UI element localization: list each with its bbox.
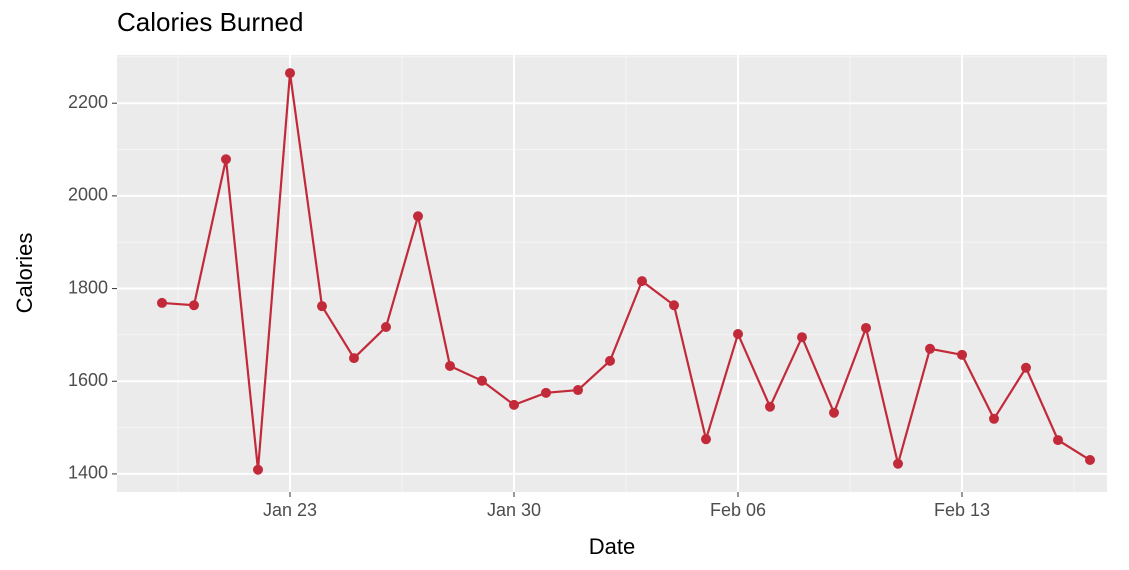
point <box>925 343 935 354</box>
line <box>161 72 1091 470</box>
point <box>317 301 327 312</box>
point <box>413 211 423 222</box>
point <box>669 300 679 311</box>
point <box>733 328 743 339</box>
point <box>541 387 551 398</box>
y-tick-label: 2000 <box>68 185 108 205</box>
point <box>829 407 839 418</box>
y-tick-label: 1600 <box>68 370 108 390</box>
point <box>1085 455 1095 466</box>
y-tick-label: 2200 <box>68 92 108 112</box>
point <box>1053 435 1063 446</box>
y-axis-label: Calories <box>12 233 37 314</box>
point <box>605 355 615 366</box>
x-tick-label: Feb 13 <box>934 500 990 520</box>
point <box>765 401 775 412</box>
point <box>861 322 871 333</box>
point <box>253 464 263 475</box>
point <box>477 375 487 386</box>
chart-title: Calories Burned <box>117 7 303 37</box>
point <box>957 349 967 360</box>
x-tick-label: Jan 30 <box>487 500 541 520</box>
point <box>797 332 807 343</box>
y-tick-label: 1400 <box>68 463 108 483</box>
point <box>189 300 199 311</box>
point <box>701 434 711 445</box>
point <box>637 276 647 287</box>
point <box>221 154 231 165</box>
point <box>509 399 519 410</box>
x-tick-label: Feb 06 <box>710 500 766 520</box>
point <box>349 353 359 364</box>
point <box>157 297 167 308</box>
point <box>893 458 903 469</box>
panel <box>117 55 1107 492</box>
x-tick-label: Jan 23 <box>263 500 317 520</box>
point <box>573 385 583 396</box>
point <box>445 360 455 371</box>
point <box>989 413 999 424</box>
point <box>1021 362 1031 373</box>
point <box>381 322 391 333</box>
y-tick-label: 1800 <box>68 277 108 297</box>
x-axis-label: Date <box>589 534 635 559</box>
point <box>285 68 295 79</box>
